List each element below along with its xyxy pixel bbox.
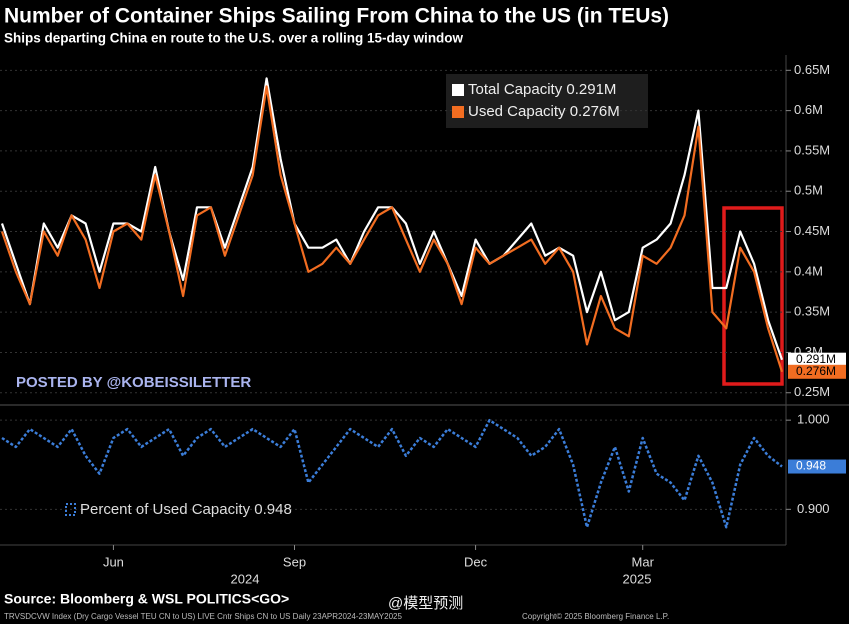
copyright: Copyright© 2025 Bloomberg Finance L.P. (522, 612, 669, 621)
y2-tick-label: 1.000 (797, 412, 830, 427)
end-label: 0.948 (796, 459, 826, 473)
x-tick-label: Mar (632, 554, 655, 569)
x-tick-label: Sep (283, 554, 306, 569)
watermark: @模型预测 (388, 595, 463, 612)
y-tick-label: 0.25M (794, 384, 830, 399)
x-tick-label: Jun (103, 554, 124, 569)
end-tag (788, 364, 846, 379)
y2-tick-label: 0.900 (797, 501, 830, 516)
end-label: 0.276M (796, 364, 836, 378)
year-label: 2025 (623, 571, 652, 586)
series-line (1, 418, 783, 529)
y-tick-label: 0.45M (794, 223, 830, 238)
annotation: POSTED BY @KOBEISSILETTER (16, 374, 251, 391)
footer: TRVSDCVW Index (Dry Cargo Vessel TEU CN … (4, 612, 402, 621)
y-tick-label: 0.35M (794, 304, 830, 319)
year-label: 2024 (231, 571, 260, 586)
highlight-box (722, 206, 784, 386)
end-tag (788, 459, 846, 474)
y-tick-label: 0.65M (794, 62, 830, 77)
source: Source: Bloomberg & WSL POLITICS<GO> (4, 591, 289, 607)
end-label: 0.291M (796, 352, 836, 366)
y-tick-label: 0.5M (794, 183, 823, 198)
legend-label: Total Capacity 0.291M (468, 81, 616, 98)
legend-swatch (452, 84, 464, 96)
end-tag (788, 352, 846, 367)
chart-subtitle: Ships departing China en route to the U.… (4, 31, 464, 46)
chart-title: Number of Container Ships Sailing From C… (4, 5, 669, 28)
x-tick-label: Dec (464, 554, 488, 569)
series-line (0, 85, 784, 373)
y-tick-label: 0.55M (794, 142, 830, 157)
legend-swatch (65, 503, 76, 516)
legend-swatch (452, 106, 464, 118)
legend-box (446, 74, 648, 128)
legend-label: Used Capacity 0.276M (468, 103, 620, 120)
y-tick-label: 0.6M (794, 102, 823, 117)
y-tick-label: 0.4M (794, 263, 823, 278)
legend-label: Percent of Used Capacity 0.948 (80, 501, 292, 518)
